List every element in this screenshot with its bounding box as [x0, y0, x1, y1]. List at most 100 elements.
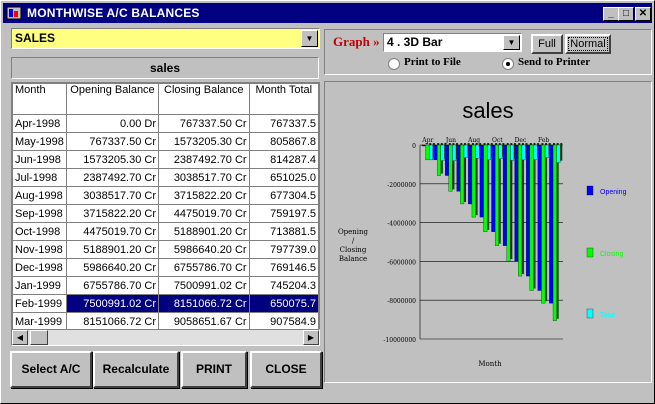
row-month-cell[interactable]: Jul-1998: [12, 168, 67, 187]
legend-swatch: [586, 185, 594, 196]
table-cell[interactable]: 1573205.30 Cr: [65, 150, 160, 169]
table-cell[interactable]: 2387492.70 Cr: [158, 150, 250, 169]
table-cell[interactable]: 677304.5: [248, 186, 319, 205]
table-row[interactable]: Nov-1998 5188901.20 Cr 5986640.20 Cr 797739…: [12, 240, 319, 259]
scroll-right-icon[interactable]: ▶: [303, 330, 319, 345]
row-month-cell[interactable]: May-1998: [12, 132, 67, 151]
table-row[interactable]: Feb-1999 7500991.02 Cr 8151066.72 Cr 650075…: [12, 294, 319, 313]
x-tick-label: Oct: [492, 137, 503, 144]
row-month-cell[interactable]: Jun-1998: [12, 150, 67, 169]
x-tick-label: Jun: [445, 137, 456, 144]
title-bar[interactable]: MONTHWISE A/C BALANCES _ □ ✕: [3, 3, 652, 23]
bar-side: [510, 143, 513, 260]
table-row[interactable]: Aug-1998 3038517.70 Cr 3715822.20 Cr 677304…: [12, 186, 319, 205]
table-cell[interactable]: 907584.9: [248, 312, 319, 331]
bar-total: [487, 144, 491, 160]
table-cell[interactable]: 797739.0: [248, 240, 319, 259]
scroll-left-icon[interactable]: ◀: [12, 330, 28, 345]
table-cell[interactable]: 0.00 Dr: [65, 114, 160, 133]
normal-button[interactable]: Normal: [565, 34, 611, 54]
close-window-button[interactable]: ✕: [635, 7, 651, 21]
table-row[interactable]: Mar-1999 8151066.72 Cr 9058651.67 Cr 907584…: [12, 312, 319, 331]
close-button[interactable]: CLOSE: [250, 351, 322, 388]
balances-table[interactable]: Month Opening Balance Closing Balance Mo…: [11, 82, 320, 346]
table-cell[interactable]: 745204.3: [248, 276, 319, 295]
table-cell[interactable]: 7500991.02 Cr: [65, 294, 160, 313]
table-cell[interactable]: 9058651.67 Cr: [158, 312, 250, 331]
row-month-cell[interactable]: Apr-1998: [12, 114, 67, 133]
col-header-closing: Closing Balance: [158, 83, 250, 115]
horizontal-scrollbar[interactable]: ◀ ▶: [11, 329, 320, 346]
table-cell[interactable]: 1573205.30 Cr: [158, 132, 250, 151]
bar-opening: [421, 144, 426, 147]
table-row[interactable]: Apr-1998 0.00 Dr 767337.50 Cr 767337.5: [12, 114, 319, 133]
row-month-cell[interactable]: Jan-1999: [12, 276, 67, 295]
table-cell[interactable]: 2387492.70 Cr: [65, 168, 160, 187]
bar-total: [429, 144, 434, 161]
table-cell[interactable]: 6755786.70 Cr: [158, 258, 250, 277]
table-cell[interactable]: 5986640.20 Cr: [65, 258, 160, 277]
table-row[interactable]: Dec-1998 5986640.20 Cr 6755786.70 Cr 769146…: [12, 258, 319, 277]
table-cell[interactable]: 7500991.02 Cr: [158, 276, 250, 295]
table-cell[interactable]: 767337.50 Cr: [65, 132, 160, 151]
table-cell[interactable]: 650075.7: [248, 294, 319, 313]
table-cell[interactable]: 4475019.70 Cr: [158, 204, 250, 223]
maximize-button[interactable]: □: [618, 7, 634, 21]
table-row[interactable]: Jun-1998 1573205.30 Cr 2387492.70 Cr 814287…: [12, 150, 319, 169]
row-month-cell[interactable]: Nov-1998: [12, 240, 67, 259]
bar-side: [487, 143, 490, 230]
table-cell[interactable]: 6755786.70 Cr: [65, 276, 160, 295]
table-cell[interactable]: 5986640.20 Cr: [158, 240, 250, 259]
table-row[interactable]: Oct-1998 4475019.70 Cr 5188901.20 Cr 713881…: [12, 222, 319, 241]
account-select[interactable]: SALES ▼: [11, 28, 320, 49]
minimize-button[interactable]: _: [603, 7, 619, 21]
table-cell[interactable]: 805867.8: [248, 132, 319, 151]
row-month-cell[interactable]: Mar-1999: [12, 312, 67, 331]
table-row[interactable]: Jan-1999 6755786.70 Cr 7500991.02 Cr 745204…: [12, 276, 319, 295]
chevron-down-icon[interactable]: ▼: [301, 30, 318, 47]
table-cell[interactable]: 713881.5: [248, 222, 319, 241]
table-cell[interactable]: 3038517.70 Cr: [65, 186, 160, 205]
table-cell[interactable]: 759197.5: [248, 204, 319, 223]
bar-total: [463, 144, 468, 158]
table-cell[interactable]: 8151066.72 Cr: [65, 312, 160, 331]
chevron-down-icon[interactable]: ▼: [503, 35, 520, 50]
table-cell[interactable]: 5188901.20 Cr: [65, 240, 160, 259]
bar-opening: [468, 144, 473, 205]
bar-closing: [541, 144, 546, 304]
table-cell[interactable]: 4475019.70 Cr: [65, 222, 160, 241]
bar-opening: [445, 144, 449, 176]
print-to-file-radio[interactable]: [388, 58, 400, 70]
table-row[interactable]: Jul-1998 2387492.70 Cr 3038517.70 Cr 651025…: [12, 168, 319, 187]
bar-closing: [460, 144, 465, 205]
graph-type-select[interactable]: 4 . 3D Bar ▼: [383, 33, 522, 52]
row-month-cell[interactable]: Feb-1999: [12, 294, 67, 313]
table-cell[interactable]: 8151066.72 Cr: [158, 294, 250, 313]
table-cell[interactable]: 5188901.20 Cr: [158, 222, 250, 241]
table-cell[interactable]: 767337.50 Cr: [158, 114, 250, 133]
table-cell[interactable]: 814287.4: [248, 150, 319, 169]
send-to-printer-radio[interactable]: [502, 58, 514, 70]
table-cell[interactable]: 3038517.70 Cr: [158, 168, 250, 187]
row-month-cell[interactable]: Aug-1998: [12, 186, 67, 205]
x-tick-label: Apr: [421, 137, 433, 144]
row-month-cell[interactable]: Sep-1998: [12, 204, 67, 223]
recalculate-button[interactable]: Recalculate: [93, 351, 179, 388]
x-tick-label: Aug: [467, 137, 480, 144]
y-tick-label: -6000000: [387, 259, 416, 266]
table-row[interactable]: May-1998 767337.50 Cr 1573205.30 Cr 805867.…: [12, 132, 319, 151]
table-cell[interactable]: 3715822.20 Cr: [158, 186, 250, 205]
table-cell[interactable]: 651025.0: [248, 168, 319, 187]
select-account-button[interactable]: Select A/C: [10, 351, 92, 388]
legend-label-opening: Opening: [600, 189, 627, 196]
table-cell[interactable]: 3715822.20 Cr: [65, 204, 160, 223]
print-button[interactable]: PRINT: [181, 351, 247, 388]
row-month-cell[interactable]: Dec-1998: [12, 258, 67, 277]
row-month-cell[interactable]: Oct-1998: [12, 222, 67, 241]
table-cell[interactable]: 769146.5: [248, 258, 319, 277]
bar-closing: [448, 144, 453, 192]
scroll-thumb[interactable]: [30, 330, 48, 345]
table-cell[interactable]: 767337.5: [248, 114, 319, 133]
full-button[interactable]: Full: [531, 34, 563, 54]
table-row[interactable]: Sep-1998 3715822.20 Cr 4475019.70 Cr 759197…: [12, 204, 319, 223]
